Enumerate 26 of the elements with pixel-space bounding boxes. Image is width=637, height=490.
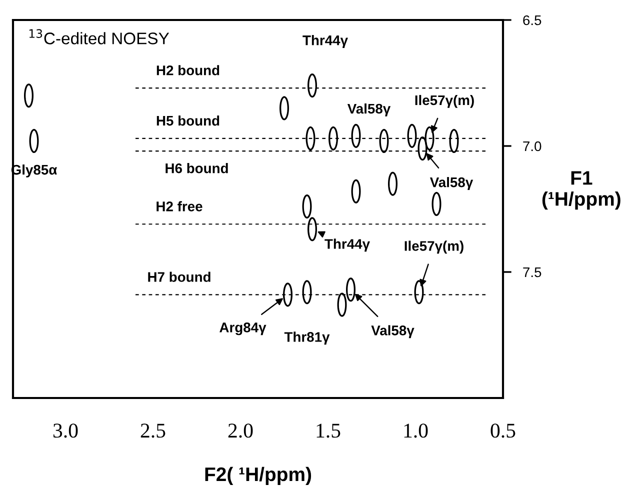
annotation: Thr44γ <box>302 35 348 48</box>
annotation: Thr81γ <box>284 332 330 345</box>
y-tick-label: 7.0 <box>523 141 542 152</box>
annotation: Val58γ <box>430 177 474 190</box>
y-tick-label: 6.5 <box>523 15 542 26</box>
ref-line-label: H2 bound <box>156 65 220 76</box>
annotation: Ile57γ(m) <box>404 240 464 254</box>
annotation: Thr44γ <box>324 238 370 252</box>
annotation: Val58γ <box>347 103 391 116</box>
x-tick-label: 0.5 <box>490 424 516 438</box>
ref-line-label: H5 bound <box>156 115 220 126</box>
x-tick-label: 1.5 <box>316 424 340 438</box>
annotation: Val58γ <box>371 325 414 338</box>
annotation: Ile57γ(m) <box>415 94 474 108</box>
x-tick-label: 1.0 <box>404 424 428 438</box>
annotation: $^{13}$C-edited NOESY <box>29 29 170 44</box>
x-tick-label: 2.0 <box>228 424 253 438</box>
x-tick-label: 3.0 <box>53 424 78 438</box>
ref-line-label: H2 free <box>156 201 202 212</box>
ref-line-label: H7 bound <box>148 272 210 282</box>
x-tick-label: 2.5 <box>140 424 166 438</box>
ref-line-label: H6 bound <box>166 163 228 174</box>
y-axis-title: F1 (¹H/ppm) <box>542 171 620 210</box>
annotation: Arg84γ <box>220 322 266 336</box>
y-tick-label: 7.5 <box>523 267 542 278</box>
x-axis-title: F2( ¹H/ppm) <box>205 466 312 486</box>
